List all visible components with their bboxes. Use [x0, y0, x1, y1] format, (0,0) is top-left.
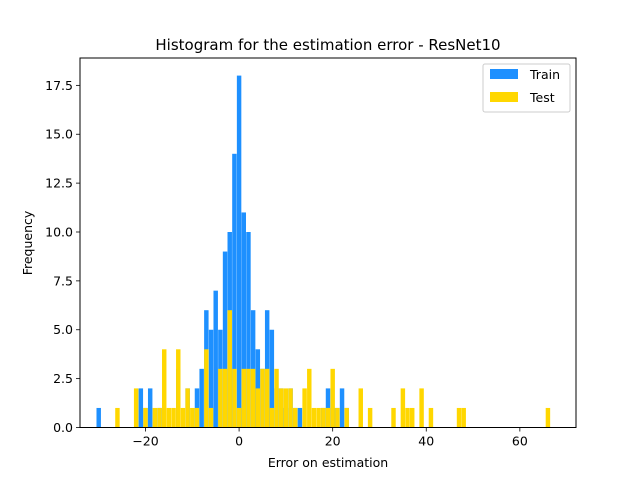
test-bar-34 [311, 407, 317, 428]
test-bar-26 [269, 407, 275, 428]
test-bar-18 [232, 368, 237, 428]
chart-title: Histogram for the estimation error - Res… [155, 36, 500, 54]
train-bar-13 [222, 251, 228, 428]
y-tick-label-5: 12.5 [45, 176, 73, 191]
test-bar-43 [391, 407, 396, 428]
legend-label-test: Test [529, 90, 555, 105]
test-bar-27 [274, 368, 279, 428]
test-bar-21 [246, 368, 251, 428]
train-bar-10 [208, 329, 214, 428]
test-bar-12 [194, 407, 200, 428]
test-bar-3 [152, 407, 158, 428]
test-bar-29 [283, 388, 289, 428]
test-bar-0 [115, 407, 120, 428]
x-tick-label-4: 60 [512, 434, 528, 449]
x-tick-label-1: 0 [235, 434, 243, 449]
y-tick-label-2: 5.0 [53, 322, 73, 337]
legend-label-train: Train [529, 67, 560, 82]
test-bar-5 [162, 349, 167, 428]
test-bar-24 [260, 368, 265, 428]
test-bar-37 [325, 407, 331, 428]
test-bar-38 [330, 368, 335, 428]
test-bar-1 [133, 388, 139, 428]
test-bar-39 [335, 407, 340, 428]
y-tick-label-6: 15.0 [45, 127, 73, 142]
test-bar-50 [461, 407, 466, 428]
test-bar-10 [185, 388, 190, 428]
train-bar-17 [241, 212, 246, 428]
plot-frame [79, 57, 577, 428]
test-bar-51 [545, 407, 551, 428]
legend-swatch-test [490, 92, 518, 102]
test-bar-30 [288, 388, 293, 428]
test-bar-7 [171, 407, 176, 428]
test-bar-36 [321, 407, 326, 428]
test-bar-13 [204, 349, 209, 428]
train-bar-15 [232, 153, 237, 428]
y-tick-label-7: 17.5 [45, 78, 73, 93]
test-bar-22 [250, 368, 256, 428]
y-tick-label-4: 10.0 [45, 224, 73, 239]
train-bar-18 [246, 232, 251, 428]
test-bar-33 [307, 368, 312, 428]
train-bar-23 [269, 329, 275, 428]
test-bar-28 [278, 388, 284, 428]
x-axis-label: Error on estimation [268, 455, 388, 470]
test-bar-11 [190, 407, 195, 428]
x-tick-label-3: 40 [418, 434, 434, 449]
test-bar-20 [241, 368, 246, 428]
test-bar-17 [227, 310, 232, 428]
y-axis-label: Frequency [20, 210, 35, 275]
x-axis-ticks: −20 0 20 40 60 [132, 427, 528, 449]
test-bar-47 [419, 388, 424, 428]
train-bar-16 [236, 75, 242, 428]
legend-swatch-train [490, 69, 518, 79]
test-bars [115, 310, 551, 428]
test-bar-44 [400, 388, 406, 428]
test-bar-23 [255, 388, 261, 428]
y-tick-label-3: 7.5 [53, 273, 73, 288]
train-bar-11 [213, 290, 218, 428]
test-bar-40 [344, 407, 349, 428]
test-bar-8 [176, 349, 181, 428]
test-bar-16 [222, 368, 228, 428]
legend: Train Test [482, 63, 571, 113]
test-bar-41 [358, 388, 363, 428]
test-bar-15 [218, 368, 223, 428]
test-bar-31 [293, 407, 298, 428]
train-bar-34 [339, 388, 345, 428]
y-tick-label-1: 2.5 [53, 371, 73, 386]
test-bar-9 [180, 407, 186, 428]
test-bar-14 [208, 407, 214, 428]
x-tick-label-2: 20 [325, 434, 341, 449]
test-bar-32 [302, 388, 307, 428]
test-bar-2 [143, 407, 148, 428]
train-bar-8 [199, 368, 204, 428]
test-bar-6 [166, 407, 172, 428]
test-bar-42 [367, 407, 373, 428]
train-bar-1 [138, 388, 144, 428]
train-bar-3 [147, 388, 153, 428]
test-bar-49 [456, 407, 462, 428]
x-tick-label-0: −20 [132, 434, 158, 449]
test-bar-45 [405, 407, 410, 428]
test-bar-35 [316, 407, 321, 428]
test-bar-4 [157, 407, 162, 428]
test-bar-46 [410, 407, 415, 428]
y-tick-label-0: 0.0 [53, 420, 73, 435]
y-axis-ticks: 0.0 2.5 5.0 7.5 10.0 12.5 15.0 17.5 [45, 78, 80, 435]
test-bar-48 [428, 407, 434, 428]
train-bar-29 [297, 407, 303, 428]
train-bar-0 [96, 407, 101, 428]
test-bar-19 [236, 407, 242, 428]
test-bar-25 [264, 368, 270, 428]
